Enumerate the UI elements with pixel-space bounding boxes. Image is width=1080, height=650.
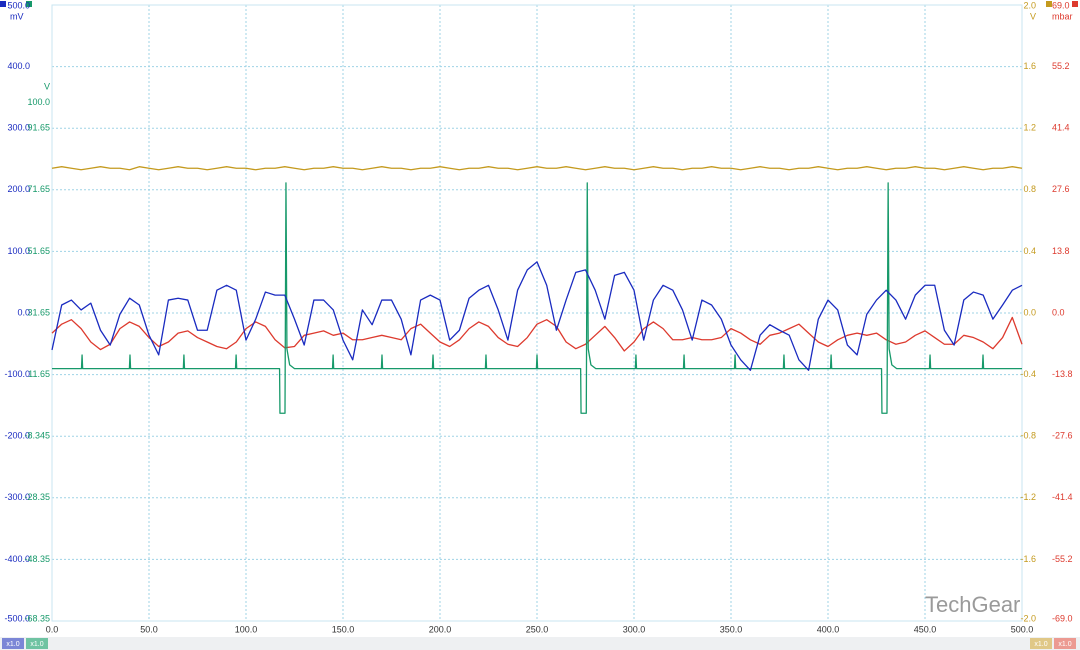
y-tick-label: -41.4 [1052,492,1073,502]
scale-label: x1.0 [1058,641,1071,648]
x-tick-label: 400.0 [817,624,840,634]
y-tick-label: -13.8 [1052,369,1073,379]
y4-unit: mbar [1052,11,1073,21]
x-tick-label: 0.0 [46,624,59,634]
y-tick-label: 1.6 [1023,61,1036,71]
y-tick-label: 400.0 [7,61,30,71]
scale-label: x1.0 [6,641,19,648]
status-strip [0,637,1080,650]
x-tick-label: 350.0 [720,624,743,634]
channel-marker [0,1,6,7]
y-tick-label: 11.65 [28,369,50,379]
trace [51,261,1023,371]
y-tick-label: 0.0 [1052,307,1065,317]
y-tick-label: 200.0 [7,184,30,194]
y-tick-label: -400.0 [4,554,30,564]
y-tick-label: 2.0 [1023,0,1036,10]
y-tick-label: 100.0 [7,246,30,256]
y-tick-label: 27.6 [1052,184,1070,194]
y-tick-label: -1.6 [1020,554,1036,564]
scale-button[interactable] [1054,638,1076,649]
watermark: TechGear [925,592,1020,617]
y-tick-label: -500.0 [4,613,30,623]
y-tick-label: 69.0 [1052,0,1070,10]
channel-marker [1046,1,1052,7]
trace [52,182,1022,414]
scale-button[interactable] [2,638,24,649]
y-tick-label: 91.65 [27,123,50,133]
y-tick-label: 55.2 [1052,61,1070,71]
y-tick-label: -100.0 [4,369,30,379]
scale-button[interactable] [1030,638,1052,649]
y-tick-label: -200.0 [4,431,30,441]
y3-unit: V [1030,11,1036,21]
x-tick-label: 500.0 [1011,624,1034,634]
y-tick-label: -1.2 [1020,492,1036,502]
y-tick-label: 300.0 [7,123,30,133]
x-tick-label: 200.0 [429,624,452,634]
y-tick-label: 13.8 [1052,246,1070,256]
scale-button[interactable] [26,638,48,649]
y-tick-label: 0.8 [1023,184,1036,194]
y-tick-label: 51.65 [27,246,50,256]
y-tick-label: 0.4 [1023,246,1036,256]
y-unit: mV [10,11,24,21]
y-tick-label: 71.65 [27,184,50,194]
y-tick-label: 0.0 [1023,307,1036,317]
trace [51,316,1023,352]
x-tick-label: 450.0 [914,624,937,634]
y-tick-label: 500.0 [7,0,30,10]
y2-unit: V [44,81,50,91]
trace [51,166,1023,171]
y-tick-label: 100.0 [27,97,50,107]
scale-label: x1.0 [30,641,43,648]
y-tick-label: -0.8 [1020,431,1036,441]
y-tick-label: -48.35 [24,554,50,564]
channel-marker [1072,1,1078,7]
y-tick-label: -28.35 [24,492,50,502]
channel-marker [26,1,32,7]
y-tick-label: -300.0 [4,492,30,502]
y-tick-label: 41.4 [1052,123,1070,133]
x-tick-label: 250.0 [526,624,549,634]
y-tick-label: -0.4 [1020,369,1036,379]
y-tick-label: -55.2 [1052,554,1073,564]
y-tick-label: 0.0 [17,307,30,317]
y-tick-label: -68.35 [24,613,50,623]
x-tick-label: 150.0 [332,624,355,634]
y-tick-label: -69.0 [1052,613,1073,623]
scale-label: x1.0 [1034,641,1047,648]
y-tick-label: 1.2 [1023,123,1036,133]
x-tick-label: 50.0 [140,624,158,634]
y-tick-label: -8.345 [24,431,50,441]
x-tick-label: 100.0 [235,624,258,634]
y-tick-label: -27.6 [1052,431,1073,441]
y-tick-label: 31.65 [27,307,50,317]
plot-frame [51,4,1023,622]
x-tick-label: 300.0 [623,624,646,634]
y-tick-label: -2.0 [1020,613,1036,623]
